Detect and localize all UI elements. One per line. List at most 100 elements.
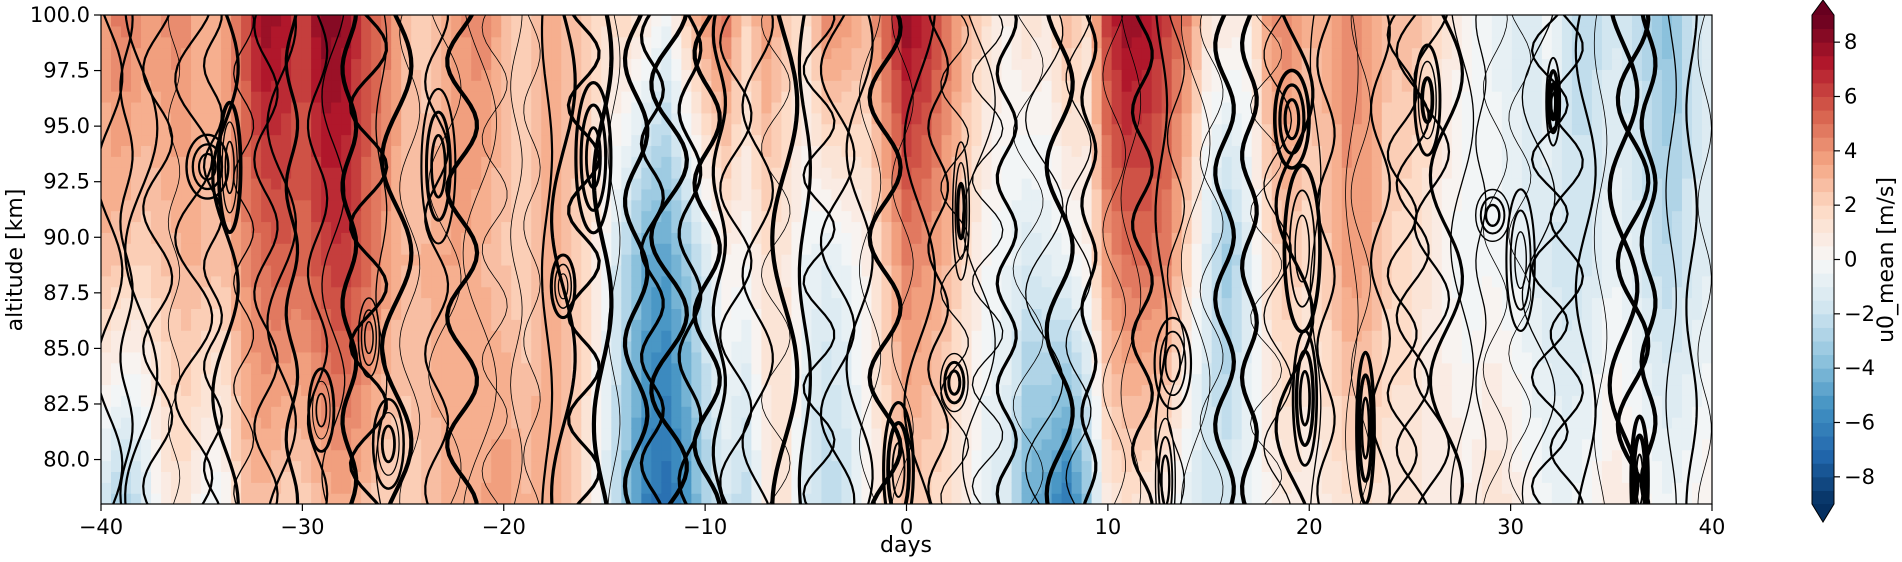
heatmap-cell xyxy=(531,482,542,494)
heatmap-cell xyxy=(551,58,562,70)
heatmap-cell xyxy=(471,417,482,429)
heatmap-cell xyxy=(211,395,222,407)
heatmap-cell xyxy=(981,243,993,255)
heatmap-cell xyxy=(491,36,502,49)
heatmap-cell xyxy=(431,156,442,168)
heatmap-cell xyxy=(581,438,592,451)
heatmap-cell xyxy=(1111,308,1123,320)
heatmap-cell xyxy=(421,47,432,60)
heatmap-cell xyxy=(551,210,562,223)
heatmap-cell xyxy=(921,341,933,353)
heatmap-cell xyxy=(1071,221,1083,233)
heatmap-cell xyxy=(501,47,512,60)
heatmap-cell xyxy=(1141,91,1153,103)
heatmap-cell xyxy=(831,341,843,353)
heatmap-cell xyxy=(141,91,152,103)
heatmap-cell xyxy=(651,145,662,157)
heatmap-cell xyxy=(961,417,973,429)
heatmap-cell xyxy=(231,101,242,114)
heatmap-cell xyxy=(121,286,132,299)
heatmap-cell xyxy=(1071,493,1083,504)
heatmap-cell xyxy=(1121,286,1133,299)
heatmap-cell xyxy=(611,438,622,451)
heatmap-cell xyxy=(971,341,983,353)
heatmap-cell xyxy=(441,482,452,494)
heatmap-cell xyxy=(101,373,112,386)
heatmap-cell xyxy=(1151,254,1163,266)
heatmap-cell xyxy=(891,264,903,277)
heatmap-cell xyxy=(1181,362,1193,375)
heatmap-cell xyxy=(631,123,642,136)
heatmap-cell xyxy=(471,406,482,418)
heatmap-cell xyxy=(361,297,372,309)
heatmap-cell xyxy=(831,101,843,114)
heatmap-cell xyxy=(111,384,122,396)
heatmap-cell xyxy=(131,69,142,81)
heatmap-cell xyxy=(181,449,192,462)
heatmap-cell xyxy=(961,341,973,353)
heatmap-cell xyxy=(821,199,833,212)
heatmap-cell xyxy=(371,80,382,92)
heatmap-cell xyxy=(1171,297,1183,309)
heatmap-cell xyxy=(971,145,983,157)
heatmap-cell xyxy=(1121,199,1133,212)
heatmap-cell xyxy=(851,351,863,364)
heatmap-cell xyxy=(351,264,362,277)
heatmap-cell xyxy=(611,319,622,331)
heatmap-cell xyxy=(1111,395,1123,407)
heatmap-cell xyxy=(521,373,532,386)
heatmap-cell xyxy=(901,178,913,190)
heatmap-cell xyxy=(881,308,893,320)
heatmap-cell xyxy=(451,362,462,375)
heatmap-cell xyxy=(261,15,272,27)
heatmap-cell xyxy=(1111,123,1123,136)
heatmap-cell xyxy=(461,188,472,201)
heatmap-cell xyxy=(551,482,562,494)
heatmap-cell xyxy=(151,101,162,114)
heatmap-cell xyxy=(861,373,873,386)
heatmap-cell xyxy=(1151,482,1163,494)
heatmap-cell xyxy=(961,406,973,418)
heatmap-cell xyxy=(431,297,442,309)
heatmap-cell xyxy=(861,167,873,179)
heatmap-cell xyxy=(101,438,112,451)
heatmap-cell xyxy=(591,91,602,103)
heatmap-cell xyxy=(411,69,422,81)
heatmap-cell xyxy=(1001,275,1013,288)
heatmap-cell xyxy=(211,112,222,125)
heatmap-cell xyxy=(1151,362,1163,375)
heatmap-cell xyxy=(541,286,552,299)
heatmap-cell xyxy=(621,362,632,375)
heatmap-cell xyxy=(861,145,873,157)
heatmap-cell xyxy=(801,221,813,233)
heatmap-cell xyxy=(691,471,702,483)
heatmap-cell xyxy=(741,232,753,244)
heatmap-cell xyxy=(271,112,282,125)
heatmap-cell xyxy=(321,210,332,223)
heatmap-cell xyxy=(351,188,362,201)
heatmap-cell xyxy=(431,91,442,103)
heatmap-cell xyxy=(941,264,953,277)
heatmap-cell xyxy=(481,482,492,494)
heatmap-cell xyxy=(601,471,612,483)
heatmap-cell xyxy=(381,15,392,27)
heatmap-cell xyxy=(201,264,212,277)
heatmap-cell xyxy=(251,221,262,233)
heatmap-cell xyxy=(1191,91,1203,103)
heatmap-cell xyxy=(631,460,642,472)
heatmap-cell xyxy=(321,134,332,146)
heatmap-cell xyxy=(961,91,973,103)
heatmap-cell xyxy=(991,395,1003,407)
heatmap-cell xyxy=(551,145,562,157)
heatmap-cell xyxy=(931,156,943,168)
heatmap-cell xyxy=(1001,427,1013,440)
heatmap-cell xyxy=(1041,460,1053,472)
heatmap-cell xyxy=(611,36,622,49)
heatmap-cell xyxy=(551,286,562,299)
heatmap-cell xyxy=(151,69,162,81)
heatmap-cell xyxy=(621,438,632,451)
heatmap-cell xyxy=(1071,178,1083,190)
heatmap-cell xyxy=(1111,373,1123,386)
heatmap-cell xyxy=(721,395,732,407)
heatmap-cell xyxy=(881,123,893,136)
